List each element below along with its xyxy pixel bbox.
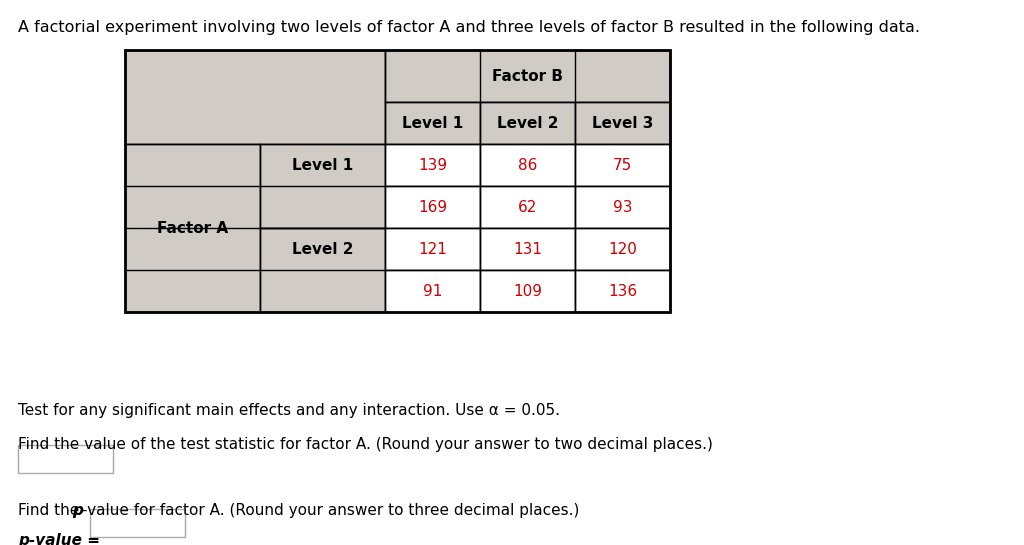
- Text: A factorial experiment involving two levels of factor A and three levels of fact: A factorial experiment involving two lev…: [18, 20, 920, 35]
- Bar: [480, 102, 575, 144]
- Text: Find the value of the test statistic for factor A. (Round your answer to two dec: Find the value of the test statistic for…: [18, 437, 713, 452]
- Text: Level 3: Level 3: [592, 116, 653, 130]
- Bar: [575, 270, 670, 312]
- Text: 121: 121: [418, 241, 446, 257]
- Text: Factor A: Factor A: [157, 221, 228, 235]
- Bar: [385, 186, 480, 228]
- Text: Level 2: Level 2: [292, 241, 353, 257]
- Text: -value for factor A. (Round your answer to three decimal places.): -value for factor A. (Round your answer …: [82, 503, 580, 518]
- Text: Level 2: Level 2: [497, 116, 558, 130]
- Bar: [125, 144, 260, 312]
- Text: Level 1: Level 1: [292, 158, 353, 173]
- Bar: [575, 228, 670, 270]
- Text: Find the: Find the: [18, 503, 84, 518]
- Text: 91: 91: [423, 283, 442, 299]
- Bar: [575, 144, 670, 186]
- Text: 120: 120: [608, 241, 637, 257]
- Text: Level 1: Level 1: [401, 116, 463, 130]
- Text: p: p: [73, 503, 83, 518]
- Text: Test for any significant main effects and any interaction. Use α = 0.05.: Test for any significant main effects an…: [18, 403, 560, 418]
- Text: Factor B: Factor B: [492, 69, 563, 83]
- Text: p-value =: p-value =: [18, 533, 105, 545]
- Bar: [480, 228, 575, 270]
- Text: 93: 93: [612, 199, 632, 215]
- Bar: [90, 509, 185, 537]
- Bar: [260, 144, 385, 228]
- Text: 86: 86: [518, 158, 538, 173]
- Text: 139: 139: [418, 158, 447, 173]
- Text: 109: 109: [513, 283, 542, 299]
- Bar: [385, 102, 480, 144]
- Bar: [385, 270, 480, 312]
- Bar: [385, 228, 480, 270]
- Text: 169: 169: [418, 199, 447, 215]
- Text: 75: 75: [613, 158, 632, 173]
- Bar: [480, 270, 575, 312]
- Bar: [385, 144, 480, 186]
- Bar: [260, 228, 385, 312]
- Bar: [480, 186, 575, 228]
- Bar: [385, 50, 670, 102]
- Bar: [18, 445, 113, 473]
- Bar: [125, 50, 670, 312]
- Text: 131: 131: [513, 241, 542, 257]
- Bar: [125, 50, 385, 144]
- Text: 136: 136: [608, 283, 637, 299]
- Bar: [480, 144, 575, 186]
- Text: 62: 62: [518, 199, 538, 215]
- Bar: [575, 186, 670, 228]
- Bar: [575, 102, 670, 144]
